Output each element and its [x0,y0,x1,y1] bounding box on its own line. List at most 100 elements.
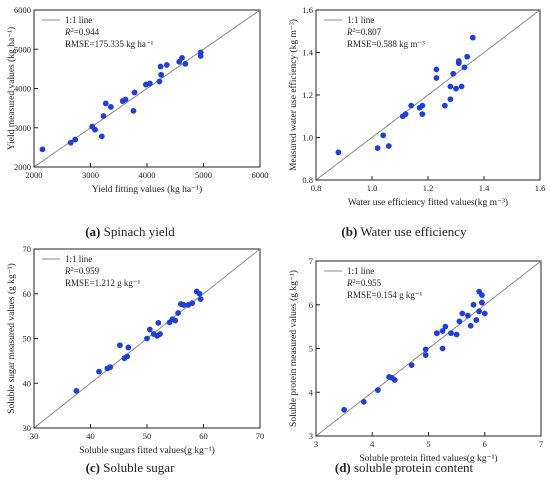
x-tick-label: 7 [539,439,543,449]
data-point [107,364,114,371]
x-axis-label: Water use efficiency fitted values(kg m⁻… [348,197,508,208]
y-tick-label: 1.4 [302,48,313,58]
legend-r2: R2=0.959 [64,266,100,276]
x-tick-label: 5 [426,439,430,449]
data-point [67,139,74,146]
y-tick-label: 0.8 [302,175,313,185]
y-tick-label: 6000 [14,5,31,15]
x-tick-label: 60 [199,431,208,441]
data-point [39,146,46,153]
data-point [456,318,463,325]
legend-r2-value: =0.944 [74,27,100,37]
y-tick-label: 30 [23,423,32,433]
data-point [442,323,449,330]
chart-panel-4: 3 4 5 6 7 3 4 5 6 7 Soluble protein fitted values(… [288,256,543,475]
data-point [182,60,189,67]
x-axis-label: Soluble protein fitted values(g kg⁻¹) [359,453,497,464]
data-point [125,344,132,351]
data-point [116,342,123,349]
data-point [163,62,170,68]
data-point [441,102,448,109]
legend-r2-symbol: R [64,266,71,276]
caption-text: soluble protein content [354,460,474,475]
data-point [158,71,165,78]
data-point [467,322,474,329]
data-point [172,317,179,324]
data-point [72,136,79,143]
legend-line-label: 1:1 line [347,266,374,276]
data-point [98,133,105,140]
data-point [196,290,203,297]
legend-r2-value: =0.955 [356,278,382,288]
data-point [433,66,440,73]
data-point [453,331,460,338]
legend-rmse: RMSE=0.154 g kg⁻¹ [347,290,423,300]
y-tick-label: 1.6 [302,5,313,15]
caption-text: Water use efficiency [360,224,467,239]
x-tick-label: 1.0 [367,183,378,193]
legend-line-label: 1:1 line [65,254,92,264]
y-tick-label: 60 [23,289,32,299]
y-tick-label: 70 [23,244,32,254]
x-tick-label: 30 [30,431,39,441]
legend-line-label: 1:1 line [65,15,92,25]
y-tick-label: 4000 [14,84,31,94]
x-tick-label: 4 [370,439,375,449]
legend-r2-exponent: 2 [353,278,356,285]
chart-panel-3: 30 40 50 60 70 30 40 50 60 70 Soluble sugars fitte… [6,244,264,475]
x-tick-label: 1.4 [479,183,490,193]
legend-rmse: RMSE=175.335 kg ha⁻¹ [65,39,154,49]
caption-letter: (b) [341,224,357,239]
data-point [476,308,483,315]
data-point [479,299,485,306]
y-axis-label: Soluble protein measured values (g kg⁻¹) [288,270,299,427]
data-point [434,330,440,337]
x-tick-label: 3000 [82,170,99,180]
x-axis-label: Yield fitting values (kg ha⁻¹) [92,184,202,195]
legend-r2: R2=0.955 [346,278,382,288]
data-point [439,345,446,352]
data-point [439,328,446,334]
caption-letter: (c) [86,460,100,475]
data-point [433,75,440,81]
chart-panel-2: 0.8 1.0 1.2 1.4 1.6 0.8 1.0 1.2 1.4 1.6 Water use … [288,5,545,239]
data-point [157,63,164,70]
data-point [131,89,138,96]
data-point [447,83,454,90]
data-point [100,113,107,119]
data-point [447,96,454,103]
x-tick-label: 1.6 [535,183,546,193]
panel-caption: (a) Spinach yield [85,224,175,239]
panel-caption: (d) soluble protein content [335,460,474,475]
data-point [122,96,129,103]
data-point [459,310,466,317]
data-point [461,64,468,71]
identity-line [315,9,541,181]
data-point [107,104,114,110]
data-point [464,312,471,319]
data-point [146,326,153,333]
legend-r2-value: =0.959 [74,266,100,276]
data-point [481,310,488,317]
y-axis-label: Measured water use efficiency (kg m⁻³) [288,19,299,171]
x-tick-label: 0.8 [311,183,322,193]
data-point [422,352,429,358]
identity-line [315,260,542,437]
panel-caption: (c) Soluble sugar [86,460,175,475]
data-point [197,296,204,303]
x-tick-label: 6 [483,439,487,449]
legend-r2-exponent: 2 [353,27,356,34]
x-tick-label: 5000 [195,170,212,180]
x-tick-label: 40 [86,431,95,441]
caption-text: Spinach yield [104,224,176,239]
legend-r2: R2=0.807 [346,27,382,37]
data-point [469,34,476,41]
y-axis-label: Yield measured values (kg ha⁻¹) [6,27,17,150]
caption-letter: (a) [85,224,100,239]
x-axis-label: Soluble sugars fitted values(g kg⁻¹) [79,445,215,456]
data-point [408,362,415,369]
caption-letter: (d) [335,460,351,475]
x-tick-label: 2000 [26,170,43,180]
y-tick-label: 5000 [14,44,31,54]
